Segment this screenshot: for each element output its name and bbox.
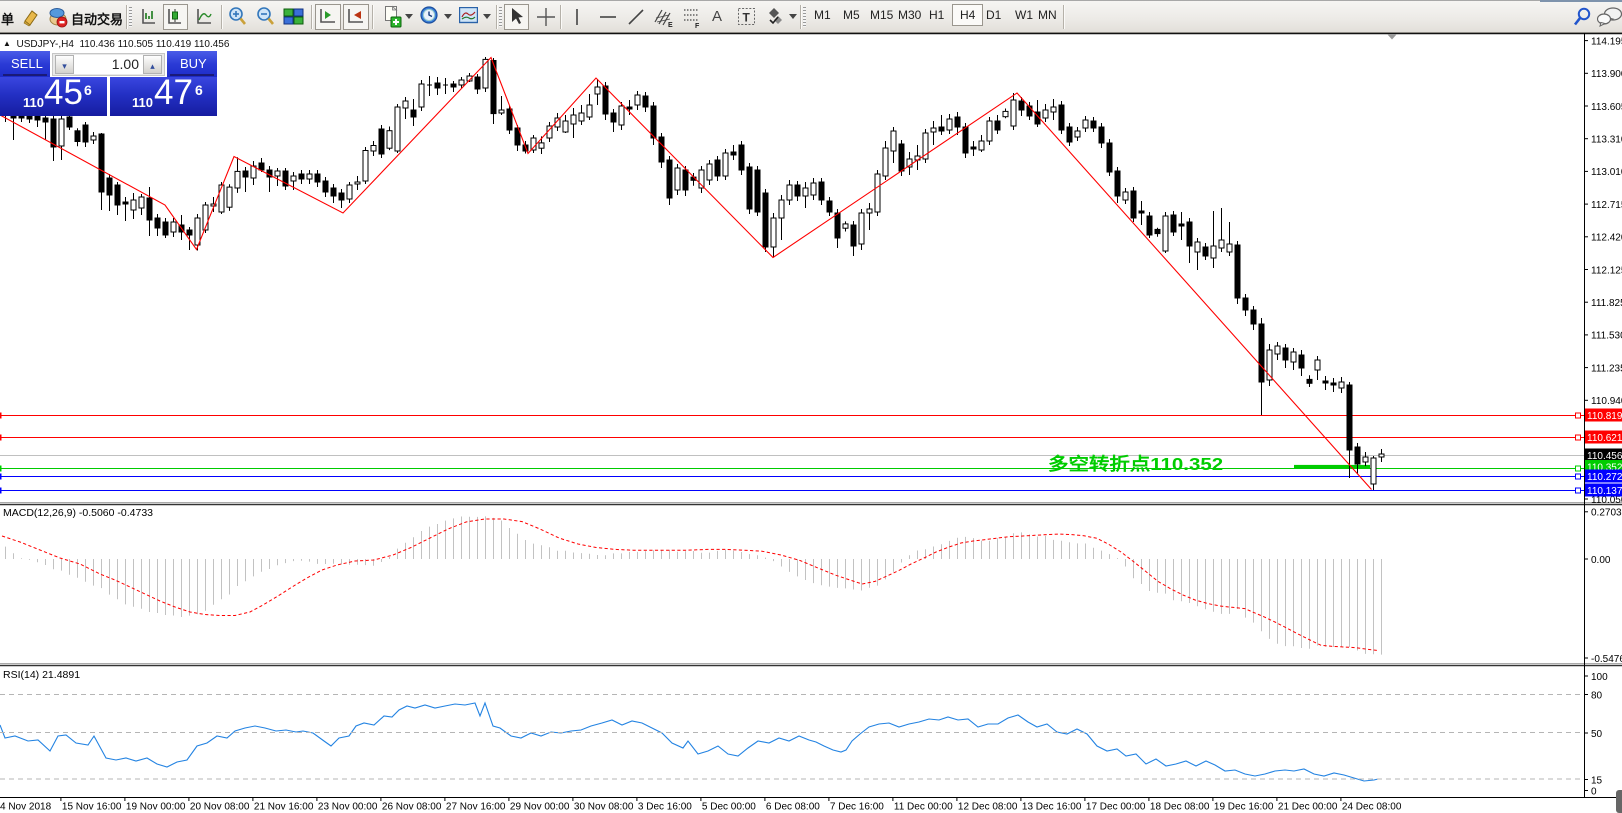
svg-text:F: F [695,23,700,29]
svg-text:E: E [668,22,673,29]
svg-text:110.050: 110.050 [1591,495,1622,506]
svg-text:RSI(14) 21.4891: RSI(14) 21.4891 [3,669,80,681]
svg-text:3 Dec 16:00: 3 Dec 16:00 [638,802,692,813]
svg-text:0.2703: 0.2703 [1591,508,1622,519]
svg-text:15: 15 [1591,775,1603,786]
svg-text:11 Dec 00:00: 11 Dec 00:00 [894,802,953,813]
svg-text:113.310: 113.310 [1591,135,1622,146]
svg-text:21 Nov 16:00: 21 Nov 16:00 [254,802,314,813]
svg-text:110.352: 110.352 [1587,463,1622,474]
svg-text:112.420: 112.420 [1591,233,1622,244]
svg-text:110.456: 110.456 [1587,451,1622,462]
svg-text:27 Nov 16:00: 27 Nov 16:00 [446,802,506,813]
svg-text:112.715: 112.715 [1591,200,1622,211]
svg-text:17 Dec 00:00: 17 Dec 00:00 [1086,802,1146,813]
svg-text:19 Dec 16:00: 19 Dec 16:00 [1214,802,1274,813]
svg-text:113.010: 113.010 [1591,167,1622,178]
svg-text:113.900: 113.900 [1591,69,1622,80]
svg-text:15 Nov 16:00: 15 Nov 16:00 [62,802,122,813]
svg-text:112.125: 112.125 [1591,265,1622,276]
svg-text:5 Dec 00:00: 5 Dec 00:00 [702,802,756,813]
svg-text:18 Dec 08:00: 18 Dec 08:00 [1150,802,1210,813]
svg-text:111.235: 111.235 [1591,363,1622,374]
svg-text:114.195: 114.195 [1591,36,1622,47]
svg-text:110.621: 110.621 [1587,433,1622,444]
svg-text:111.530: 111.530 [1591,331,1622,342]
svg-text:T: T [743,11,751,25]
svg-text:50: 50 [1591,729,1603,740]
svg-text:110.137: 110.137 [1587,486,1622,497]
svg-text:20 Nov 08:00: 20 Nov 08:00 [190,802,250,813]
svg-text:80: 80 [1591,690,1603,701]
svg-text:26 Nov 08:00: 26 Nov 08:00 [382,802,442,813]
svg-text:7 Dec 16:00: 7 Dec 16:00 [830,802,884,813]
svg-text:21 Dec 00:00: 21 Dec 00:00 [1278,802,1338,813]
svg-text:111.825: 111.825 [1591,298,1622,309]
svg-text:13 Dec 16:00: 13 Dec 16:00 [1022,802,1082,813]
svg-text:12 Dec 08:00: 12 Dec 08:00 [958,802,1018,813]
svg-text:4 Nov 2018: 4 Nov 2018 [0,802,52,813]
svg-text:23 Nov 00:00: 23 Nov 00:00 [318,802,378,813]
svg-text:19 Nov 00:00: 19 Nov 00:00 [126,802,186,813]
svg-text:6 Dec 08:00: 6 Dec 08:00 [766,802,820,813]
svg-text:30 Nov 08:00: 30 Nov 08:00 [574,802,634,813]
svg-text:-0.5476: -0.5476 [1591,654,1622,665]
svg-text:29 Nov 00:00: 29 Nov 00:00 [510,802,570,813]
svg-text:0.00: 0.00 [1591,555,1611,566]
svg-text:113.605: 113.605 [1591,102,1622,113]
svg-text:110.819: 110.819 [1587,411,1622,422]
svg-text:110.940: 110.940 [1591,396,1622,407]
svg-text:100: 100 [1591,672,1608,683]
svg-text:MACD(12,26,9) -0.5060 -0.4733: MACD(12,26,9) -0.5060 -0.4733 [3,507,153,519]
svg-text:24 Dec 08:00: 24 Dec 08:00 [1342,802,1402,813]
svg-text:110.272: 110.272 [1587,472,1622,483]
svg-text:0: 0 [1591,786,1597,797]
svg-text:多空转折点110.352: 多空转折点110.352 [1048,453,1223,474]
